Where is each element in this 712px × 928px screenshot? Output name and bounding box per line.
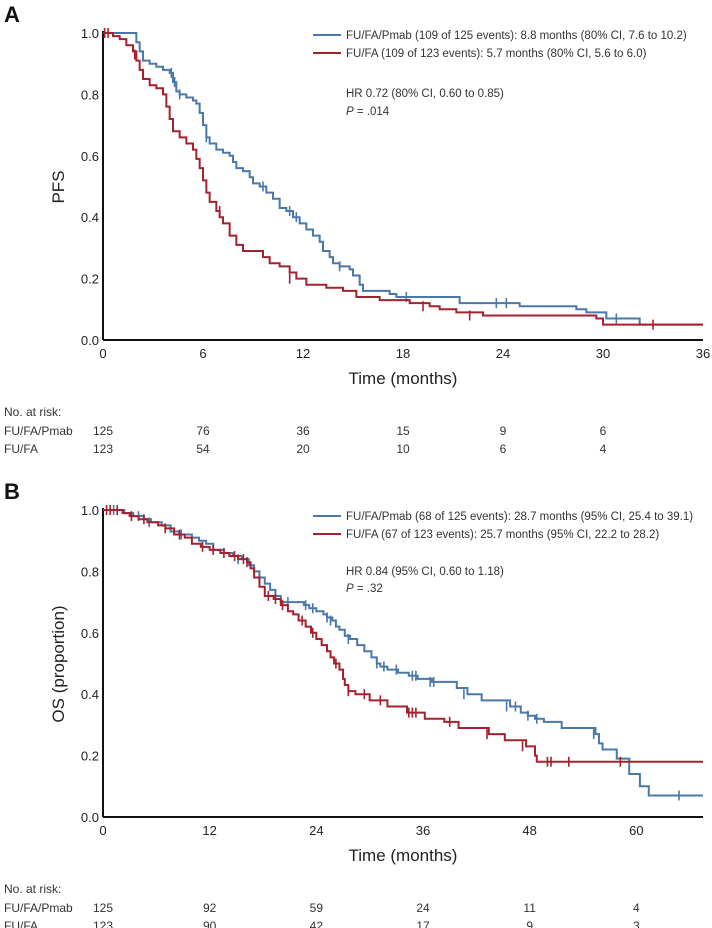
legend-label-pmab: FU/FA/Pmab (68 of 125 events): 28.7 mont… xyxy=(346,511,693,523)
survival-curves xyxy=(103,505,703,801)
at-risk-value: 17 xyxy=(416,919,430,928)
survival-curve-fu-fa-pmab xyxy=(103,32,703,326)
legend-label-fufa: FU/FA (109 of 123 events): 5.7 months (8… xyxy=(346,48,647,60)
at-risk-value: 9 xyxy=(500,424,507,438)
y-tick-label: 1.0 xyxy=(81,503,99,518)
at-risk-value: 123 xyxy=(93,919,113,928)
legend-label-pmab: FU/FA/Pmab (109 of 125 events): 8.8 mont… xyxy=(346,30,687,42)
x-tick-label: 6 xyxy=(199,346,206,361)
at-risk-value: 9 xyxy=(526,919,533,928)
x-axis-label: Time (months) xyxy=(349,369,458,388)
x-tick-label: 36 xyxy=(696,346,710,361)
x-tick-label: 24 xyxy=(309,823,323,838)
x-tick-label: 60 xyxy=(629,823,643,838)
at-risk-value: 3 xyxy=(633,919,640,928)
p-value-annotation: P = .32 xyxy=(346,583,383,595)
at-risk-table: No. at risk: FU/FA/Pmab FU/FA 125 76 36 15 9… xyxy=(4,405,607,456)
y-tick-label: 0.6 xyxy=(81,149,99,164)
y-tick-label: 0.8 xyxy=(81,87,99,102)
y-axis-label: PFS xyxy=(49,170,68,203)
hazard-ratio-annotation: HR 0.72 (80% CI, 0.60 to 0.85) xyxy=(346,88,504,100)
at-risk-title: No. at risk: xyxy=(4,405,61,419)
survival-curve-fu-fa xyxy=(103,32,703,326)
y-tick-label: 0.2 xyxy=(81,272,99,287)
at-risk-value: 76 xyxy=(196,424,210,438)
hazard-ratio-annotation: HR 0.84 (95% CI, 0.60 to 1.18) xyxy=(346,566,504,578)
axes: 0.0 0.2 0.4 0.6 0.8 1.0 0 6 12 18 24 30 36 xyxy=(81,26,710,361)
at-risk-value: 92 xyxy=(203,901,217,915)
x-tick-label: 30 xyxy=(596,346,610,361)
at-risk-value: 4 xyxy=(633,901,640,915)
y-tick-label: 0.4 xyxy=(81,210,99,225)
x-tick-label: 36 xyxy=(416,823,430,838)
y-tick-label: 0.0 xyxy=(81,333,99,348)
panel-label-a: A xyxy=(4,2,20,27)
y-tick-label: 0.4 xyxy=(81,687,99,702)
y-tick-label: 0.8 xyxy=(81,564,99,579)
x-tick-label: 12 xyxy=(296,346,310,361)
x-tick-label: 0 xyxy=(99,346,106,361)
legend-label-fufa: FU/FA (67 of 123 events): 25.7 months (9… xyxy=(346,529,659,541)
at-risk-value: 10 xyxy=(396,442,410,456)
x-axis-label: Time (months) xyxy=(349,846,458,865)
x-tick-label: 24 xyxy=(496,346,510,361)
at-risk-row-label-fufa: FU/FA xyxy=(4,442,38,456)
survival-curve-fu-fa xyxy=(103,509,703,763)
x-tick-label: 12 xyxy=(202,823,216,838)
x-tick-label: 0 xyxy=(99,823,106,838)
p-value: = .014 xyxy=(354,106,390,118)
at-risk-value: 11 xyxy=(523,901,536,915)
p-value-annotation: P = .014 xyxy=(346,106,390,118)
at-risk-row-label-pmab: FU/FA/Pmab xyxy=(4,901,73,915)
legend: FU/FA/Pmab (68 of 125 events): 28.7 mont… xyxy=(313,511,693,595)
y-tick-label: 1.0 xyxy=(81,26,99,41)
at-risk-value: 36 xyxy=(296,424,310,438)
at-risk-value: 6 xyxy=(600,424,607,438)
axes: 0.0 0.2 0.4 0.6 0.8 1.0 0 12 24 36 48 60 xyxy=(81,503,703,838)
x-tick-label: 48 xyxy=(522,823,536,838)
at-risk-value: 59 xyxy=(310,901,324,915)
y-tick-label: 0.0 xyxy=(81,810,99,825)
at-risk-value: 90 xyxy=(203,919,217,928)
at-risk-value: 15 xyxy=(396,424,410,438)
at-risk-row-label-pmab: FU/FA/Pmab xyxy=(4,424,73,438)
at-risk-value: 4 xyxy=(600,442,607,456)
legend: FU/FA/Pmab (109 of 125 events): 8.8 mont… xyxy=(313,30,687,118)
p-symbol: P xyxy=(346,106,354,118)
at-risk-value: 20 xyxy=(296,442,310,456)
y-tick-label: 0.6 xyxy=(81,626,99,641)
at-risk-table: No. at risk: FU/FA/Pmab FU/FA 125 92 59 24 1… xyxy=(4,882,640,928)
at-risk-value: 42 xyxy=(310,919,324,928)
at-risk-value: 125 xyxy=(93,901,113,915)
y-tick-label: 0.2 xyxy=(81,749,99,764)
at-risk-value: 6 xyxy=(500,442,507,456)
at-risk-value: 54 xyxy=(196,442,210,456)
y-axis-label: OS (proportion) xyxy=(49,605,68,722)
at-risk-value: 125 xyxy=(93,424,113,438)
panel-label-b: B xyxy=(4,479,20,504)
x-tick-label: 18 xyxy=(396,346,410,361)
at-risk-value: 24 xyxy=(416,901,430,915)
survival-curve-fu-fa-pmab xyxy=(103,509,703,797)
p-value: = .32 xyxy=(354,583,383,595)
at-risk-row-label-fufa: FU/FA xyxy=(4,919,38,928)
p-symbol: P xyxy=(346,583,354,595)
panel-b-os: B OS (proportion) Time (months) 0.00.20.… xyxy=(4,479,703,928)
panel-a-pfs: A PFS Time (months) 0.0 0.2 0.4 0.6 0.8 1.0 0 6… xyxy=(4,2,710,456)
y-axis-label-wrap: PFS xyxy=(49,170,68,203)
at-risk-title: No. at risk: xyxy=(4,882,61,896)
survival-curves xyxy=(103,28,703,330)
at-risk-value: 123 xyxy=(93,442,113,456)
